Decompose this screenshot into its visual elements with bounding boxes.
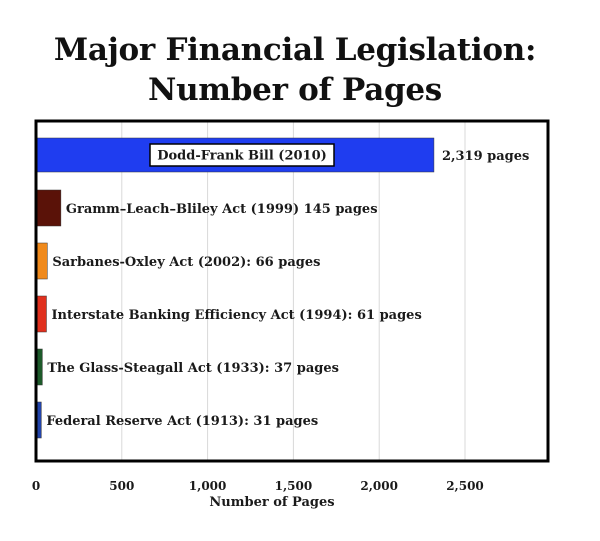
x-tick-label: 2,000 [360, 479, 398, 493]
bar-label: Federal Reserve Act (1913): 31 pages [46, 414, 318, 429]
x-tick-label: 500 [109, 479, 134, 493]
bar-label: Interstate Banking Efficiency Act (1994)… [51, 308, 421, 323]
plot-frame [34, 119, 550, 463]
bar [35, 295, 47, 333]
bar-label: Gramm–Leach–Bliley Act (1999) 145 pages [66, 202, 378, 217]
x-axis-ticks: 0 500 1,000 1,500 2,000 2,500 [32, 479, 484, 493]
bar [35, 189, 62, 227]
bar [35, 242, 48, 280]
chart-title-line-1: Major Financial Legislation: [53, 32, 537, 68]
grid-lines [121, 121, 466, 461]
bar-label-box [149, 143, 335, 167]
bars: Dodd-Frank Bill (2010) 2,319 pages Gramm–L… [35, 137, 529, 439]
x-tick-label: 2,500 [446, 479, 484, 493]
x-tick-label: 0 [32, 479, 40, 493]
x-tick-label: 1,500 [275, 479, 313, 493]
bar-label: The Glass-Steagall Act (1933): 37 pages [47, 361, 339, 376]
chart-title: Major Financial Legislation: Number of P… [0, 30, 590, 110]
x-axis-title: Number of Pages [209, 495, 334, 510]
chart-title-line-2: Number of Pages [148, 72, 442, 108]
x-tick-label: 1,000 [189, 479, 227, 493]
bar-label: Dodd-Frank Bill (2010) [157, 149, 327, 164]
bar-value-label: 2,319 pages [442, 149, 529, 164]
bar-label: Sarbanes-Oxley Act (2002): 66 pages [52, 255, 320, 270]
